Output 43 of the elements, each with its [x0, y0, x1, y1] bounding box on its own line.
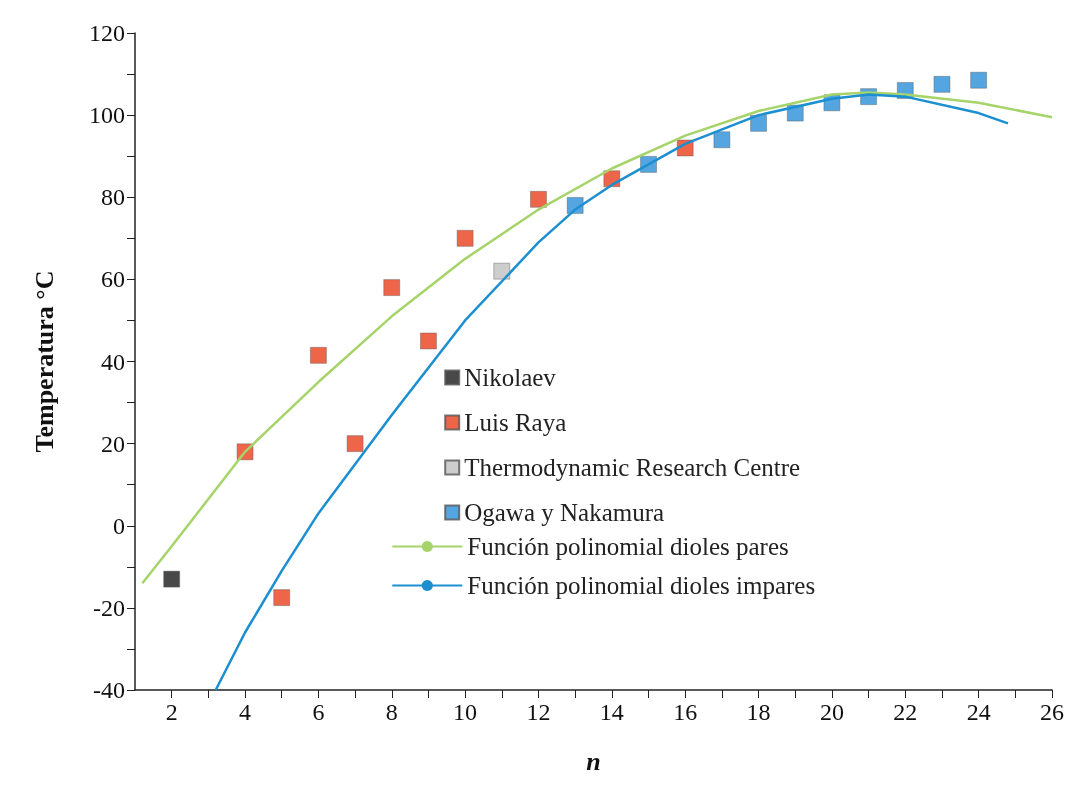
x-tick-label: 14 [599, 699, 624, 725]
x-tick-label: 22 [893, 699, 918, 725]
point [310, 347, 327, 364]
point [493, 262, 511, 280]
y-axis-title: Temperatura °C [29, 270, 59, 453]
point [273, 589, 290, 606]
y-tick-label: 120 [89, 20, 125, 46]
point [346, 435, 364, 452]
point [713, 131, 731, 149]
point [420, 332, 437, 350]
x-tick-label: 24 [966, 699, 991, 725]
y-tick-label: 20 [101, 430, 125, 457]
point [530, 191, 547, 208]
x-tick-label: 16 [673, 699, 698, 725]
x-tick-label: 26 [1040, 699, 1064, 725]
y-tick-label: 0 [113, 512, 125, 539]
x-tick-label: 12 [526, 699, 551, 725]
y-tick-label: 100 [89, 102, 125, 129]
point [933, 76, 951, 93]
y-tick-label: 60 [101, 266, 125, 293]
legend-label: Ogawa y Nakamura [464, 499, 665, 526]
legend-label: Función polinomial dioles impares [467, 572, 816, 599]
legend-label: Luis Raya [464, 409, 567, 436]
x-tick-label: 2 [165, 699, 178, 725]
y-tick-label: -40 [93, 677, 125, 703]
x-tick-label: 18 [746, 699, 771, 725]
legend-label: Nikolaev [464, 364, 557, 391]
legend-label: Función polinomial dioles pares [467, 533, 789, 560]
point [750, 115, 767, 132]
point [383, 279, 401, 296]
x-tick-label: 8 [385, 699, 398, 725]
x-axis-title: n [586, 746, 601, 776]
point [163, 570, 180, 588]
x-tick-label: 20 [819, 699, 844, 725]
x-tick-label: 10 [453, 699, 478, 725]
point [456, 230, 474, 247]
x-tick-label: 6 [312, 699, 325, 725]
legend-label: Thermodynamic Research Centre [464, 454, 801, 481]
y-tick-label: 80 [101, 184, 125, 211]
y-tick-label: -20 [93, 594, 125, 621]
y-tick-label: 40 [101, 348, 125, 375]
x-tick-label: 4 [239, 699, 252, 725]
point [970, 71, 987, 89]
